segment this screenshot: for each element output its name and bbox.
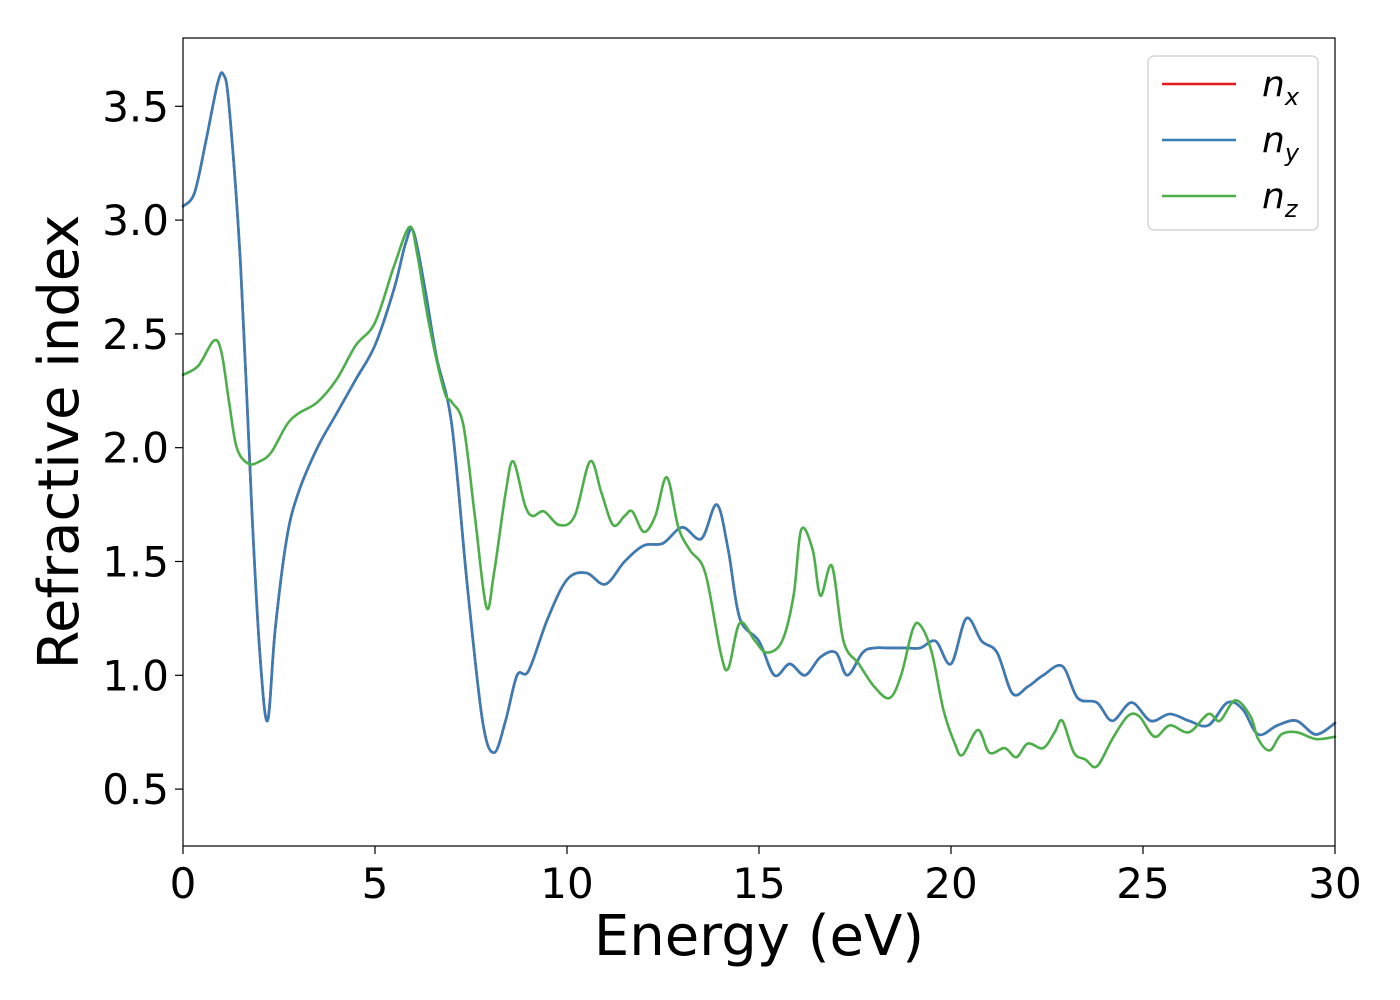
legend-box xyxy=(1147,55,1319,231)
legend-label-nz: nz xyxy=(1262,176,1299,223)
series-line-nz xyxy=(181,225,1337,769)
y-tick-label: 3.0 xyxy=(102,196,169,245)
x-tick-label: 20 xyxy=(924,859,977,908)
y-tick-label: 2.0 xyxy=(102,424,169,473)
x-tick-label: 25 xyxy=(1116,859,1169,908)
x-tick-label: 0 xyxy=(170,859,197,908)
x-tick-label: 5 xyxy=(362,859,389,908)
x-axis-label: Energy (eV) xyxy=(594,904,924,969)
y-tick-label: 1.0 xyxy=(102,651,169,700)
x-tick-label: 10 xyxy=(540,859,593,908)
legend: nx ny nz xyxy=(1147,55,1319,231)
legend-label-ny: ny xyxy=(1262,120,1300,167)
legend-label-nx: nx xyxy=(1262,64,1300,111)
series-layer xyxy=(181,71,1337,769)
y-tick-label: 1.5 xyxy=(102,537,169,586)
series-line-ny xyxy=(181,71,1337,754)
y-tick-label: 0.5 xyxy=(102,765,169,814)
y-axis-ticks: 0.5 1.0 1.5 2.0 2.5 3.0 3.5 xyxy=(102,82,183,814)
x-tick-label: 15 xyxy=(732,859,785,908)
y-tick-label: 2.5 xyxy=(102,310,169,359)
y-axis-label: Refractive index xyxy=(27,215,92,670)
x-axis-ticks: 0 5 10 15 20 25 30 xyxy=(170,846,1362,908)
y-tick-label: 3.5 xyxy=(102,82,169,131)
x-tick-label: 30 xyxy=(1308,859,1361,908)
